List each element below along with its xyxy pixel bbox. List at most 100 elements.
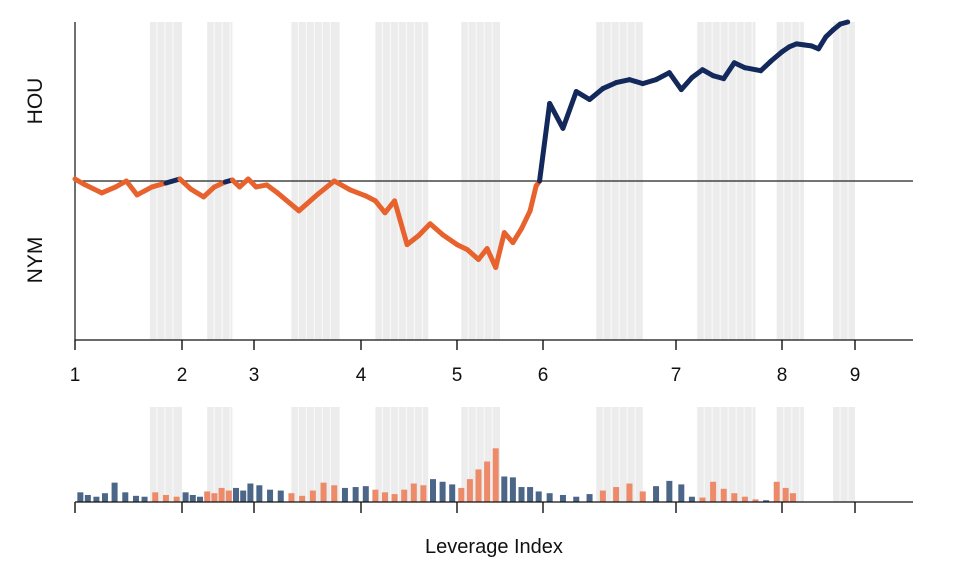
bar (586, 494, 593, 502)
bar (84, 494, 91, 502)
bar (789, 493, 796, 502)
bar (101, 493, 108, 502)
line-segment (440, 232, 460, 248)
line-segment (537, 100, 553, 184)
bar (152, 492, 159, 502)
bar (720, 488, 727, 502)
line-segment (653, 70, 672, 83)
bar (666, 480, 673, 502)
bar (475, 469, 482, 502)
line-segment (416, 221, 433, 239)
bar (653, 486, 660, 502)
bar (501, 476, 508, 502)
bar (267, 489, 274, 502)
bar (225, 490, 232, 502)
line-segment (493, 230, 507, 270)
bar (678, 484, 685, 502)
line-segment (519, 208, 533, 232)
bar (218, 487, 225, 502)
line-segment (666, 70, 684, 93)
line-segment (331, 178, 353, 193)
bar (492, 448, 499, 502)
line-segment (134, 184, 155, 198)
bar (77, 492, 84, 502)
bar (731, 493, 738, 502)
x-tick-label: 4 (356, 365, 367, 386)
bar (288, 493, 295, 502)
line-segment (837, 19, 851, 27)
shaded-band-bars (833, 407, 855, 502)
bar (382, 492, 388, 502)
shaded-band-bars (207, 407, 233, 502)
x-axis-title: Leverage Index (425, 536, 563, 558)
line-segment (527, 183, 539, 214)
bar (699, 497, 706, 502)
bar (277, 490, 284, 502)
x-tick-label: 3 (249, 365, 260, 386)
bars (77, 448, 796, 502)
series-line (72, 19, 851, 270)
bar (197, 496, 203, 502)
line-segment (99, 184, 119, 196)
bar (410, 483, 417, 502)
bar (484, 461, 491, 502)
x-ticks: 1 2 3 4 5 6 7 8 9 (70, 340, 861, 386)
line-segment (123, 178, 140, 198)
x-tick-label: 8 (777, 365, 788, 386)
line-segment (573, 89, 593, 103)
bar (559, 494, 566, 502)
bar (458, 487, 465, 502)
bar (247, 483, 254, 502)
line-segment (188, 186, 207, 200)
bar (752, 499, 759, 502)
bar (599, 490, 606, 502)
shaded-band-bars (149, 407, 182, 502)
bar (430, 479, 436, 502)
line-segment (587, 86, 606, 103)
bar (741, 496, 748, 502)
x-tick-label: 7 (671, 365, 682, 386)
bar (162, 494, 169, 502)
line-segment (721, 60, 737, 82)
bar-ticks (74, 502, 856, 513)
line-segment (678, 75, 695, 93)
side-label-bottom: NYM (24, 237, 47, 284)
bar (613, 487, 620, 502)
bar (240, 490, 247, 502)
bar (233, 487, 239, 502)
x-tick-label: 1 (70, 365, 81, 386)
line-segment (742, 65, 764, 74)
bar (352, 487, 359, 502)
x-tick-label: 2 (177, 365, 188, 386)
bar (372, 489, 379, 502)
bar (299, 495, 306, 502)
bar (518, 487, 525, 502)
bar (204, 491, 211, 502)
bar (211, 493, 218, 502)
x-tick-label: 9 (850, 365, 861, 386)
bar (331, 485, 338, 502)
bar (132, 495, 139, 502)
line-segment (560, 89, 579, 131)
bar (782, 487, 789, 502)
x-tick-label: 6 (538, 365, 549, 386)
bar (546, 493, 553, 502)
bar (320, 482, 327, 502)
bar (573, 496, 580, 502)
bar (391, 494, 398, 502)
line-segment (81, 181, 105, 196)
line-segment (510, 226, 524, 246)
line-segment (275, 190, 302, 214)
bar (341, 487, 348, 502)
side-label-top: HOU (24, 78, 47, 125)
bar (763, 500, 770, 502)
bar (362, 486, 369, 502)
shaded-band-bars (375, 407, 429, 502)
bar (449, 484, 456, 502)
bar (509, 477, 516, 502)
line-segment (315, 178, 337, 197)
bar (401, 489, 408, 502)
bar (420, 485, 427, 502)
bar (527, 487, 534, 502)
